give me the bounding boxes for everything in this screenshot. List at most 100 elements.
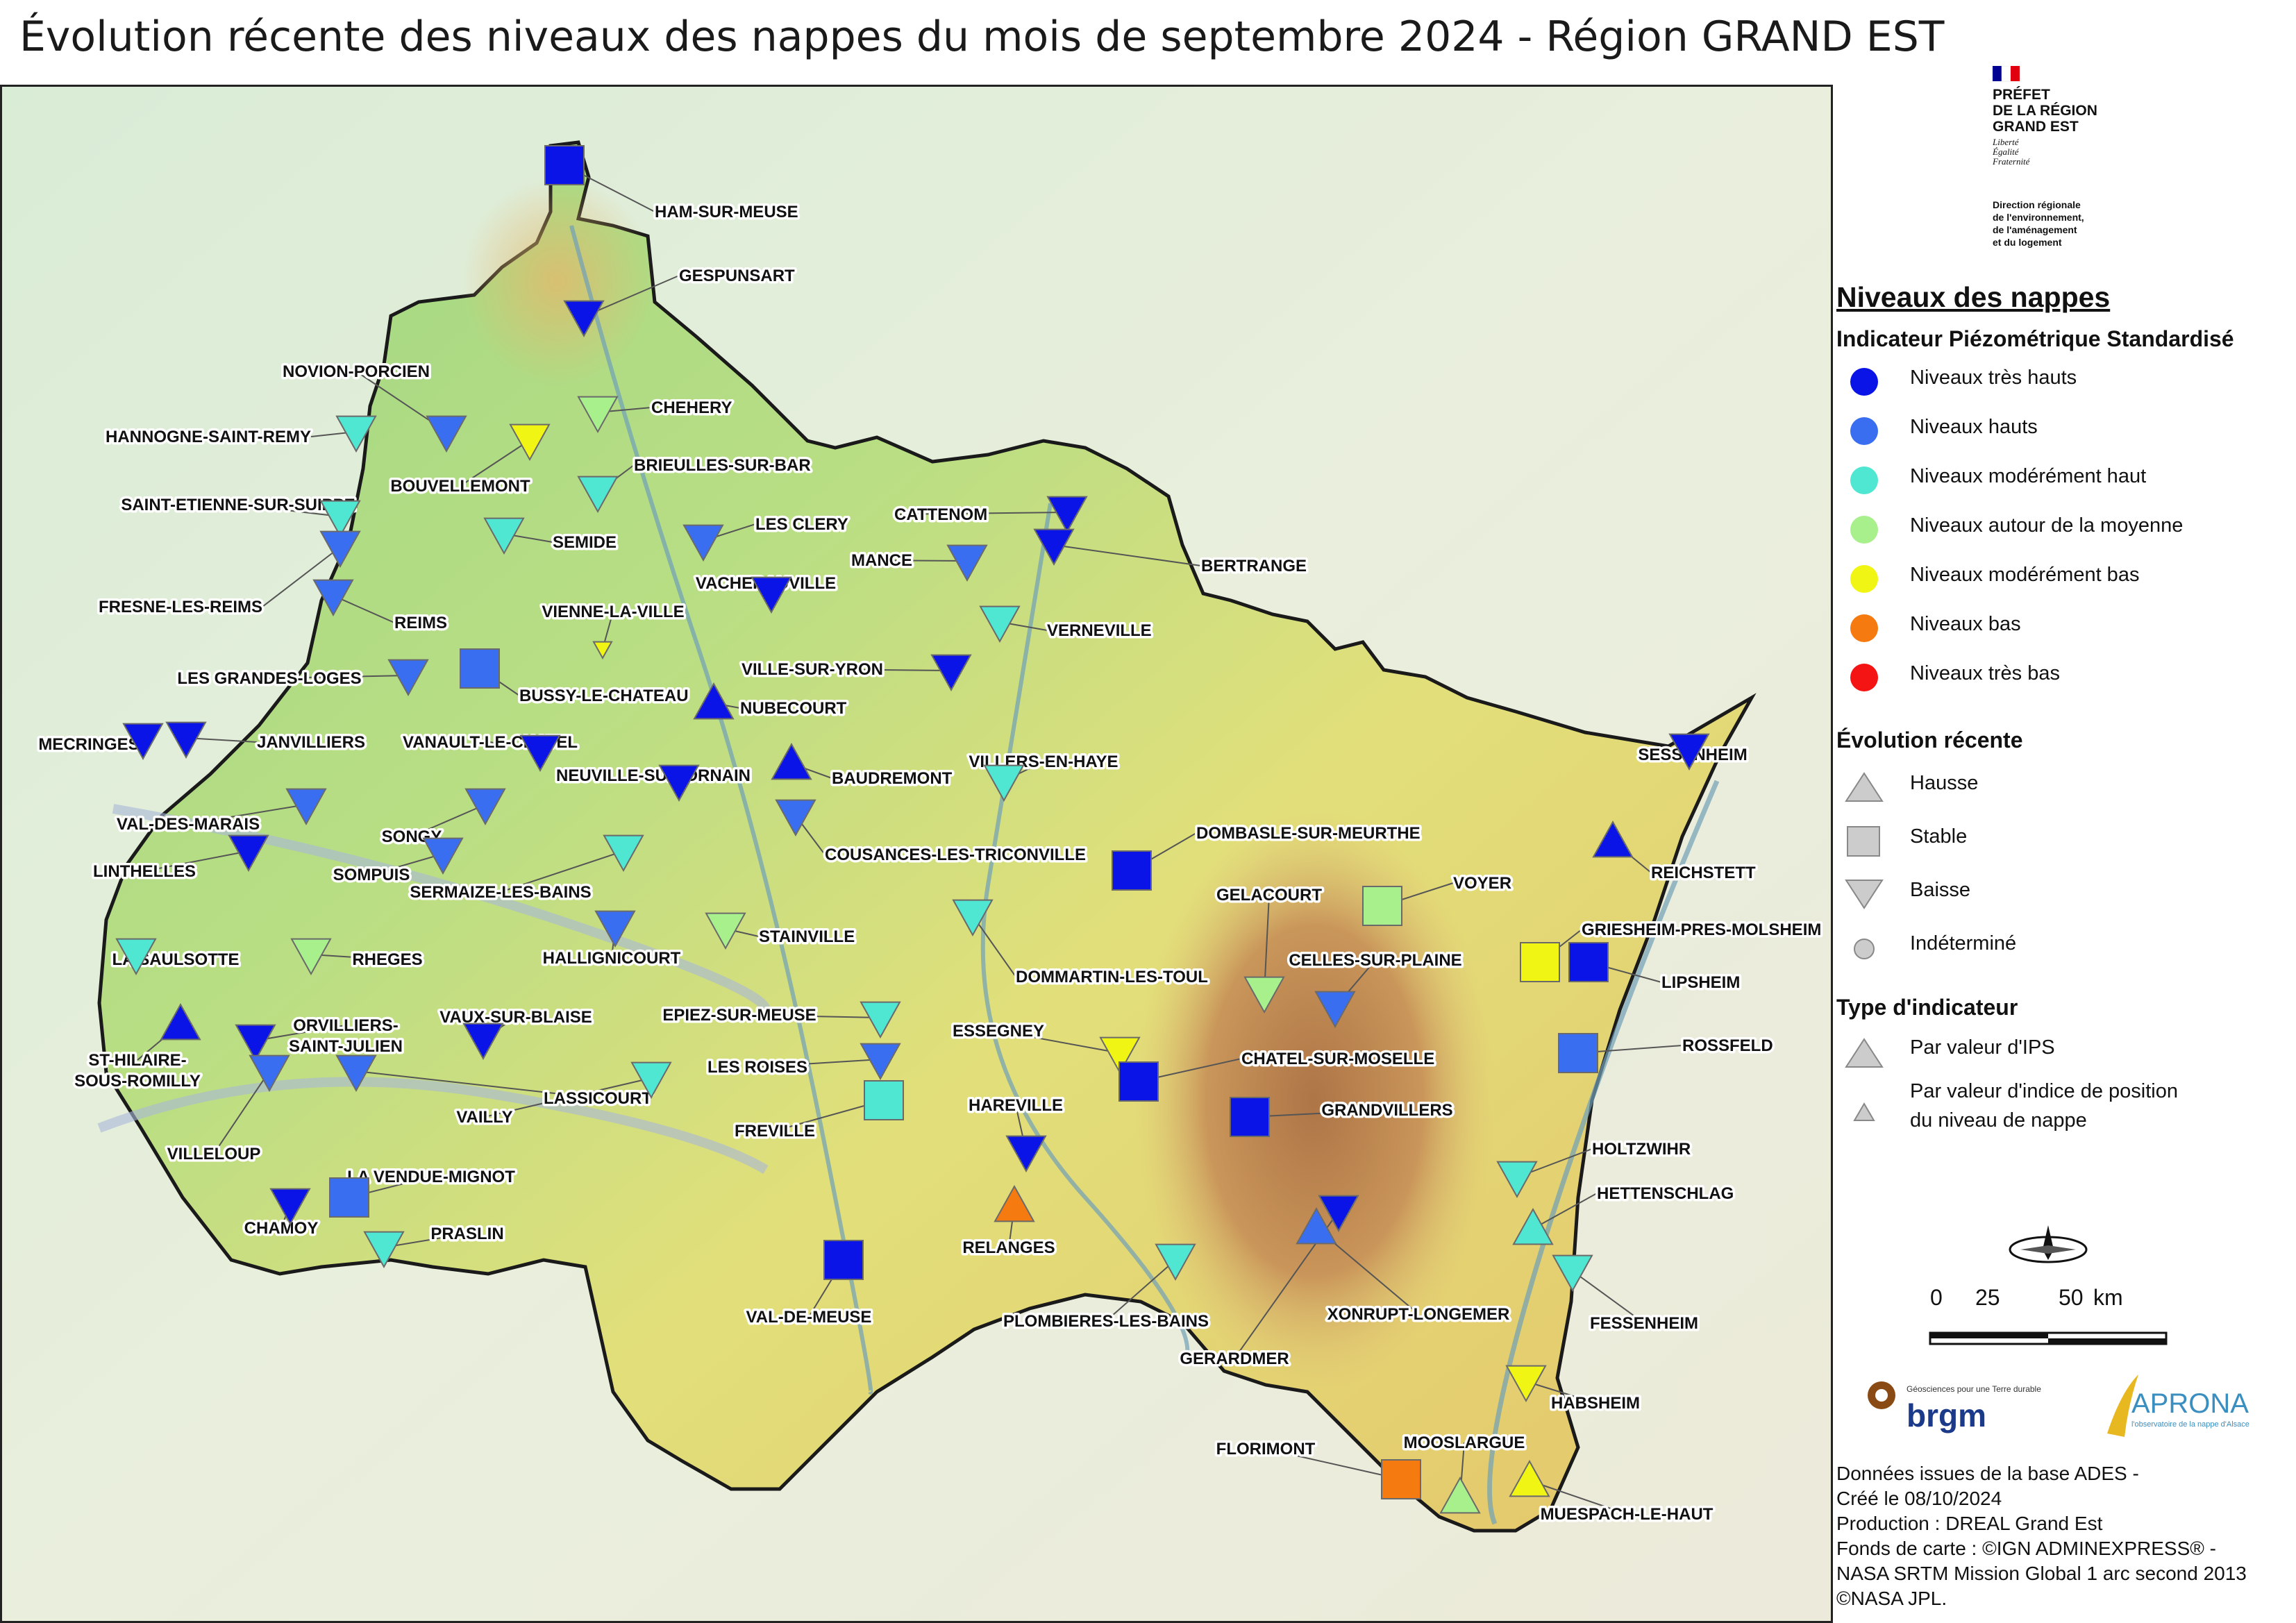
station-marker-ham-sur-meuse[interactable] — [544, 145, 585, 185]
scale-bar: 0 25 50 km — [1916, 1222, 2194, 1361]
station-marker-nubecourt[interactable] — [693, 682, 735, 720]
station-marker-reichstett[interactable] — [1592, 820, 1634, 858]
leader-line — [812, 668, 952, 671]
station-marker-rheges[interactable] — [290, 938, 332, 976]
station-marker-freville[interactable] — [864, 1080, 904, 1120]
station-marker-griesheim-pres-molsheim[interactable] — [1520, 942, 1560, 982]
station-marker-bertrange[interactable] — [1033, 528, 1075, 566]
station-marker-lassicourt[interactable] — [335, 1054, 377, 1093]
station-marker-holtzwihr[interactable] — [1496, 1161, 1538, 1199]
logo-dept-1: Direction régionale — [1993, 199, 2081, 210]
station-marker-neuville-sur-ornain[interactable] — [658, 764, 700, 802]
station-marker-st-hilaire-sous-romilly[interactable] — [160, 1002, 201, 1041]
station-marker-bouvellemont[interactable] — [509, 423, 551, 462]
station-marker-mance[interactable] — [946, 544, 988, 582]
station-marker-dommartin-les-toul[interactable] — [952, 899, 994, 937]
station-marker-chatel-sur-moselle[interactable] — [1118, 1061, 1159, 1102]
station-marker-praslin[interactable] — [363, 1231, 405, 1269]
station-marker-celles-sur-plaine[interactable] — [1314, 991, 1356, 1029]
station-marker-les-roises[interactable] — [860, 1043, 901, 1081]
station-label-novion-porcien: NOVION-PORCIEN — [283, 362, 430, 381]
station-marker-vanault-le-chatel[interactable] — [519, 734, 561, 773]
station-marker-novion-porcien[interactable] — [426, 415, 467, 453]
station-label-songy: SONGY — [382, 827, 442, 846]
station-marker-epiez-sur-meuse[interactable] — [860, 1001, 901, 1039]
station-marker-rossfeld[interactable] — [1558, 1033, 1598, 1073]
station-marker-florimont[interactable] — [1381, 1459, 1421, 1499]
station-marker-hareville[interactable] — [1005, 1135, 1047, 1173]
station-marker-orvilliers-saint-julien[interactable] — [235, 1024, 276, 1062]
station-marker-songy[interactable] — [464, 788, 506, 826]
legend-evolution-indéterminé: Indéterminé — [1836, 927, 2281, 966]
station-marker-cousances-les-triconville[interactable] — [775, 799, 816, 837]
station-marker-saint-etienne-sur-suippe[interactable] — [319, 500, 361, 538]
station-marker-reims[interactable] — [312, 579, 354, 617]
station-marker-cattenom[interactable] — [1046, 496, 1088, 534]
station-marker-habsheim[interactable] — [1505, 1365, 1547, 1403]
station-marker-brieulles-sur-bar[interactable] — [577, 476, 619, 514]
station-marker-xonrupt-longemer[interactable] — [1296, 1206, 1337, 1245]
scale-unit: km — [2093, 1285, 2123, 1310]
station-marker-bussy-le-chateau[interactable] — [460, 648, 500, 689]
station-marker-chehery[interactable] — [577, 396, 619, 434]
station-marker-villers-en-haye[interactable] — [983, 764, 1025, 802]
station-marker-les-clery[interactable] — [682, 524, 724, 562]
station-marker-lipsheim[interactable] — [1568, 942, 1609, 982]
station-marker-hallignicourt[interactable] — [594, 910, 636, 948]
station-marker-muespach-le-haut[interactable] — [1509, 1459, 1550, 1497]
station-marker-chamoy[interactable] — [269, 1188, 311, 1226]
station-marker-vacherauville[interactable] — [751, 576, 792, 614]
station-marker-vailly[interactable] — [630, 1061, 672, 1100]
legend-level-5: Niveaux bas — [1836, 607, 2281, 646]
station-marker-ville-sur-yron[interactable] — [930, 654, 972, 692]
station-marker-les-grandes-loges[interactable] — [387, 659, 429, 697]
level-swatch-icon — [1850, 417, 1878, 445]
station-label-grandvillers: GRANDVILLERS — [1321, 1101, 1452, 1120]
station-marker-hannogne-saint-remy[interactable] — [335, 415, 377, 453]
station-marker-linthelles[interactable] — [228, 834, 269, 873]
station-marker-plombieres-les-bains[interactable] — [1155, 1243, 1196, 1281]
level-swatch-icon — [1850, 368, 1878, 396]
station-markers[interactable] — [115, 145, 1710, 1514]
station-marker-janvilliers[interactable] — [165, 721, 207, 759]
station-marker-val-de-meuse[interactable] — [823, 1240, 864, 1280]
station-marker-stainville[interactable] — [705, 912, 746, 950]
station-marker-vienne-la-ville[interactable] — [592, 641, 613, 660]
station-marker-villeloup[interactable] — [249, 1054, 290, 1093]
station-marker-hettenschlag[interactable] — [1512, 1207, 1554, 1245]
station-marker-sermaize-les-bains[interactable] — [603, 834, 644, 873]
station-marker-mecringes[interactable] — [122, 723, 164, 761]
map-canvas[interactable]: HAM-SUR-MEUSE GESPUNSART NOVION-PORCIEN CHE… — [2, 87, 1831, 1621]
station-marker-voyer[interactable] — [1362, 886, 1402, 926]
station-marker-dombasle-sur-meurthe[interactable] — [1112, 850, 1152, 891]
map-panel[interactable]: HAM-SUR-MEUSE GESPUNSART NOVION-PORCIEN CHE… — [0, 85, 1833, 1623]
leader-line — [185, 737, 258, 743]
station-label-mance: MANCE — [851, 551, 912, 570]
station-marker-la-saulsotte[interactable] — [115, 938, 157, 976]
scale-svg: 0 25 50 km — [1929, 1225, 2168, 1345]
station-marker-fessenheim[interactable] — [1552, 1254, 1593, 1293]
logo-dept-2: de l'environnement, — [1993, 212, 2084, 223]
scale-tick-0: 0 — [1930, 1285, 1943, 1310]
station-label-cattenom: CATTENOM — [894, 505, 987, 524]
station-label-chehery: CHEHERY — [651, 398, 732, 417]
station-marker-fresne-les-reims[interactable] — [319, 530, 361, 569]
station-marker-gespunsart[interactable] — [563, 300, 605, 338]
legend-ips-title: Indicateur Piézométrique Standardisé — [1836, 326, 2234, 351]
station-marker-la-vendue-mignot[interactable] — [329, 1177, 369, 1218]
station-marker-sompuis[interactable] — [422, 837, 464, 875]
station-marker-verneville[interactable] — [979, 605, 1021, 644]
station-marker-gerardmer[interactable] — [1318, 1195, 1359, 1233]
legend-level-0: Niveaux très hauts — [1836, 361, 2281, 400]
station-marker-grandvillers[interactable] — [1230, 1097, 1270, 1137]
station-marker-mooslargue[interactable] — [1439, 1476, 1481, 1514]
station-marker-sessenheim[interactable] — [1668, 733, 1710, 771]
meuse-river — [569, 225, 873, 1395]
station-marker-baudremont[interactable] — [771, 742, 812, 780]
station-marker-relanges[interactable] — [994, 1184, 1035, 1222]
station-marker-semide[interactable] — [483, 517, 525, 555]
station-marker-val-des-marais[interactable] — [285, 788, 327, 826]
station-marker-gelacourt[interactable] — [1243, 976, 1285, 1014]
station-marker-vaux-sur-blaise[interactable] — [462, 1023, 504, 1061]
station-marker-essegney[interactable] — [1099, 1036, 1141, 1075]
